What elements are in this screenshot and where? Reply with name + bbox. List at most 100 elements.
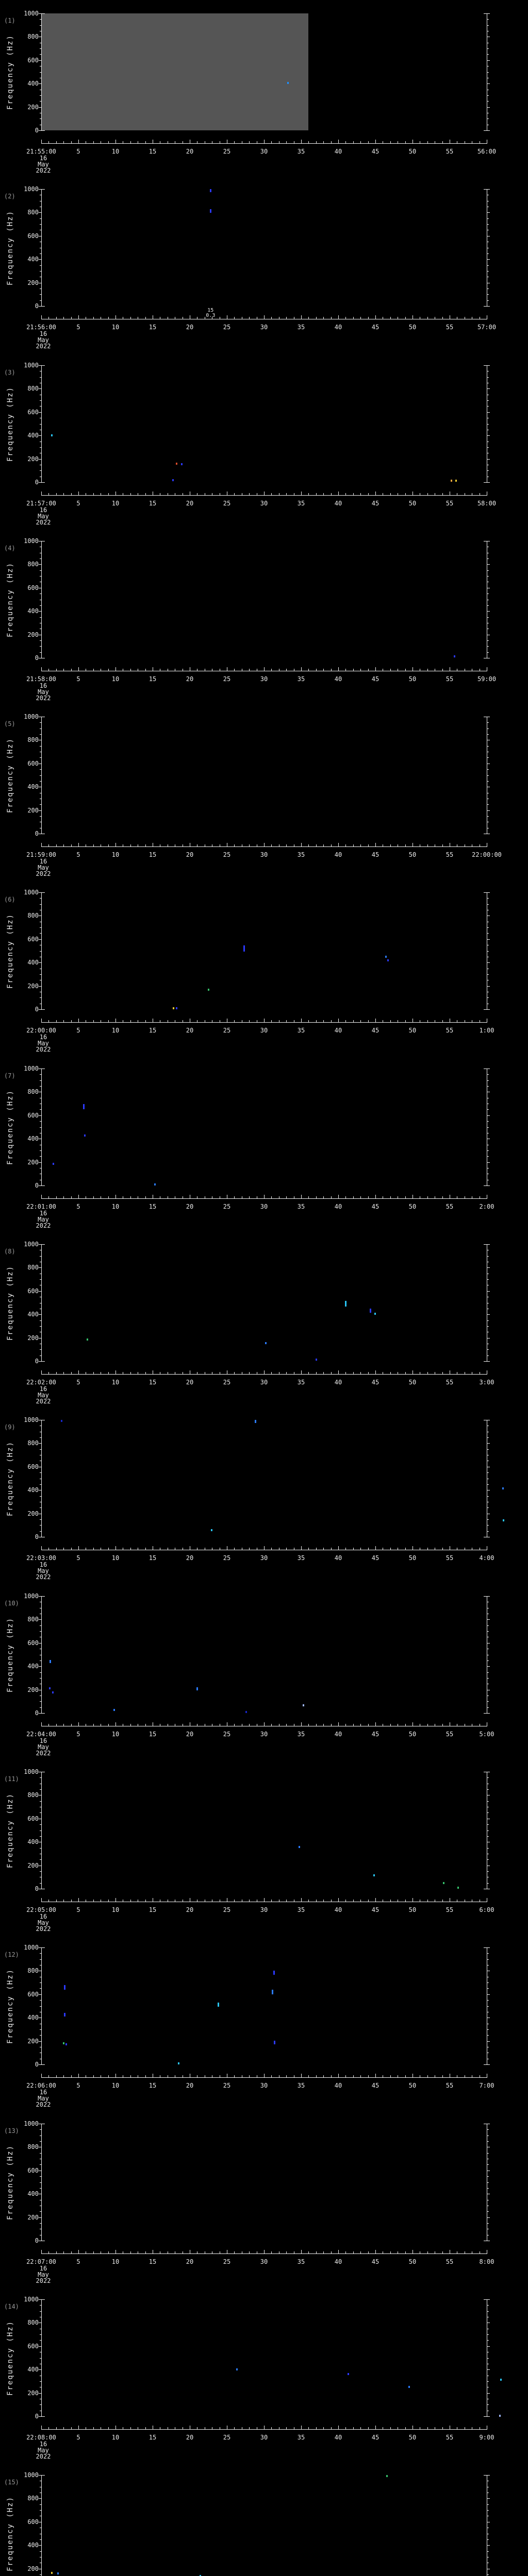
x-tick [405,2427,406,2429]
y-tick [39,564,41,565]
event-marker [65,2043,67,2045]
y-tick [40,652,41,653]
y-tick [487,1713,490,1714]
x-tick-label: 25 [223,1554,231,1562]
y-tick [40,775,41,776]
x-tick [41,1370,42,1374]
x-tick [234,1548,235,1550]
y-tick [487,2334,489,2335]
x-tick [71,317,72,319]
y-tick [487,745,489,747]
x-tick [108,1020,109,1022]
y-tick [487,60,490,61]
y-tick [40,2539,41,2540]
x-tick [271,1372,272,1374]
axis-cap [484,13,487,14]
y-tick [40,253,41,254]
x-tick [63,2075,64,2077]
x-tick-label: 15 [148,2434,157,2441]
x-tick [145,1196,146,1198]
y-tick [39,2299,41,2300]
x-tick [63,1548,64,1550]
date-label: 2022 [36,1925,51,1933]
y-tick [40,1519,41,1520]
y-tick [487,898,489,899]
x-tick-label: 50 [408,2258,417,2265]
panel-index-label: (2) [4,193,15,200]
event-marker [176,1007,178,1009]
y-tick [39,107,41,108]
frequency-axis-label: Frequency (Hz) [6,35,14,110]
x-tick-label: 5 [76,1027,80,1034]
x-tick [345,2075,346,2077]
event-marker [273,1970,275,1975]
y-tick-label: 1000 [24,10,39,17]
x-tick [271,141,272,143]
y-tick [487,558,489,560]
x-tick [56,1724,57,1726]
event-marker [210,209,212,213]
y-tick [39,259,41,260]
x-tick [130,317,131,319]
x-tick [308,1020,309,1022]
y-axis [41,1244,42,1362]
x-tick-label: 50 [408,1379,417,1386]
x-tick-label: 25 [223,1906,231,1913]
x-tick [78,843,79,846]
y-tick [487,107,490,108]
axis-cap [42,1009,45,1010]
y-tick [40,19,41,20]
x-tick-label: 15 [148,1203,157,1210]
x-tick [390,1196,391,1198]
x-tick [286,1372,287,1374]
y-tick [487,734,489,735]
y-tick [487,997,489,998]
y-tick [40,25,41,26]
y-tick [487,1437,489,1438]
x-tick-label: 55 [446,1027,454,1034]
frequency-axis-label: Frequency (Hz) [6,1617,14,1693]
x-tick [56,1372,57,1374]
x-tick [145,1372,146,1374]
y-tick [40,118,41,120]
y-tick-label: 800 [27,736,39,744]
axis-cap [42,306,45,307]
x-tick-label: 10 [111,1027,120,1034]
x-tick [427,2427,428,2429]
x-tick-label: 50 [408,1027,417,1034]
x-tick [338,2250,339,2253]
x-tick [145,141,146,143]
x-tick [286,1724,287,1726]
x-tick [405,1196,406,1198]
x-tick [353,1196,354,1198]
y-tick [487,1988,489,1989]
x-tick [93,2075,94,2077]
x-tick [48,1900,50,1902]
x-tick [264,492,265,495]
y-tick-label: 200 [27,1861,39,1869]
x-tick-label: 30 [260,1379,268,1386]
x-tick [353,2251,354,2253]
y-tick [39,189,41,190]
y-axis [41,717,42,834]
x-tick-label: 25 [223,2258,231,2265]
x-tick [271,844,272,846]
y-tick [487,1953,489,1954]
start-time-label: 21:59:00 [26,851,56,858]
x-tick-label: 25 [223,1731,231,1738]
x-tick [353,493,354,495]
y-tick [40,2404,41,2405]
y-tick-label: 1000 [24,2296,39,2303]
x-tick-label: 20 [186,1203,194,1210]
x-tick-label: 5 [76,1731,80,1738]
y-tick [40,997,41,998]
x-tick [71,141,72,143]
y-tick [487,218,489,219]
x-tick [271,1548,272,1550]
event-marker [315,1359,317,1361]
x-tick [368,1372,369,1374]
y-tick [487,306,490,307]
y-tick [487,2311,489,2312]
x-tick [249,1548,250,1550]
x-tick [56,669,57,671]
